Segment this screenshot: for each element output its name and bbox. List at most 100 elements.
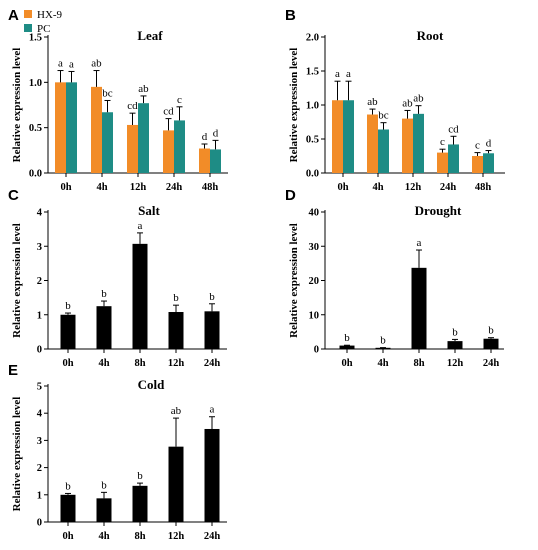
y-tick-label: 2	[37, 463, 42, 474]
chart-panel-e: E Cold Relative expression level 0 1 2 3 4 5 0h b 4…	[8, 362, 227, 542]
bar-value-0h	[60, 494, 76, 522]
bar-hx9-48h	[472, 156, 483, 173]
panel-letter: B	[285, 7, 296, 24]
x-tick-label: 0h	[341, 358, 352, 369]
panel-letter: E	[8, 362, 18, 379]
significance-label: ab	[171, 405, 182, 417]
y-tick-label: 0.5	[306, 135, 319, 146]
bar-hx9-0h	[55, 82, 66, 173]
y-axis-label: Relative expression level	[11, 48, 23, 163]
y-tick-label: 10	[309, 310, 320, 321]
x-tick-label: 12h	[130, 182, 147, 193]
panel-letter: A	[8, 7, 19, 24]
x-tick-label: 0h	[62, 531, 73, 542]
significance-label: c	[440, 136, 445, 148]
significance-label: b	[452, 326, 458, 338]
y-tick-label: 5	[37, 382, 42, 393]
significance-label: b	[488, 325, 494, 337]
significance-label: d	[486, 138, 492, 150]
significance-label: d	[213, 127, 219, 139]
y-tick-label: 1.5	[306, 67, 319, 78]
significance-label: b	[137, 470, 143, 482]
bar-value-8h	[411, 267, 427, 349]
x-tick-label: 48h	[202, 182, 219, 193]
bar-pc-4h	[102, 112, 113, 173]
significance-label: b	[344, 332, 350, 344]
x-tick-label: 24h	[204, 531, 221, 542]
significance-label: a	[69, 58, 74, 70]
bar-hx9-12h	[127, 124, 138, 173]
x-tick-label: 4h	[96, 182, 107, 193]
chart-title: Cold	[138, 377, 166, 392]
bar-pc-48h	[210, 149, 221, 173]
chart-panel-d: D Drought Relative expression level 0 10 20 30…	[285, 187, 504, 369]
significance-label: d	[202, 131, 208, 143]
bar-hx9-48h	[199, 148, 210, 173]
y-axis-label: Relative expression level	[11, 223, 23, 338]
panel-letter: D	[285, 187, 296, 204]
legend-swatch	[24, 24, 32, 32]
y-tick-label: 2.0	[306, 33, 319, 44]
y-tick-label: 4	[37, 208, 43, 219]
bar-value-4h	[96, 306, 112, 349]
significance-label: b	[173, 292, 179, 304]
y-tick-label: 0.5	[29, 123, 42, 134]
legend: HX-9 PC	[24, 9, 63, 35]
significance-label: a	[335, 68, 340, 80]
chart-title: Leaf	[137, 28, 163, 43]
y-axis-label: Relative expression level	[11, 397, 23, 512]
x-tick-label: 24h	[440, 182, 457, 193]
legend-label: HX-9	[37, 9, 63, 21]
x-tick-label: 8h	[413, 358, 424, 369]
significance-label: a	[58, 58, 63, 70]
chart-title: Root	[417, 28, 444, 43]
y-tick-label: 1	[37, 310, 42, 321]
bar-value-12h	[168, 312, 184, 349]
y-tick-label: 0	[37, 518, 42, 529]
legend-label: PC	[37, 23, 50, 35]
significance-label: ab	[402, 97, 413, 109]
bar-hx9-4h	[367, 114, 378, 173]
significance-label: cd	[163, 106, 174, 118]
significance-label: ab	[91, 58, 102, 70]
bar-hx9-12h	[402, 118, 413, 173]
significance-label: c	[177, 94, 182, 106]
x-tick-label: 12h	[168, 358, 185, 369]
y-tick-label: 1.5	[29, 33, 42, 44]
significance-label: cd	[448, 123, 459, 135]
y-tick-label: 0	[37, 345, 42, 356]
bar-value-12h	[168, 446, 184, 522]
significance-label: a	[210, 404, 215, 416]
bar-value-24h	[204, 428, 220, 522]
bar-hx9-4h	[91, 86, 102, 173]
y-tick-label: 30	[309, 242, 320, 253]
x-tick-label: 4h	[98, 531, 109, 542]
x-tick-label: 4h	[98, 358, 109, 369]
bar-value-4h	[96, 498, 112, 522]
bar-pc-0h	[343, 100, 354, 173]
significance-label: a	[138, 220, 143, 232]
significance-label: ab	[367, 96, 378, 108]
bar-pc-24h	[174, 120, 185, 173]
significance-label: cd	[127, 100, 138, 112]
y-tick-label: 1	[37, 490, 42, 501]
x-tick-label: 0h	[60, 182, 71, 193]
y-axis-label: Relative expression level	[288, 223, 300, 338]
bar-hx9-24h	[163, 130, 174, 173]
y-tick-label: 0.0	[29, 169, 42, 180]
y-tick-label: 40	[309, 208, 320, 219]
y-tick-label: 2	[37, 276, 42, 287]
bar-pc-4h	[378, 129, 389, 173]
significance-label: ab	[138, 83, 149, 95]
y-tick-label: 0	[314, 345, 319, 356]
y-tick-label: 1.0	[29, 78, 42, 89]
significance-label: b	[101, 288, 107, 300]
bar-value-24h	[483, 338, 499, 349]
bar-pc-0h	[66, 82, 77, 173]
significance-label: b	[209, 291, 215, 303]
chart-panel-b: B Root Relative expression level 0.0 0.5 1.0 1…	[285, 7, 505, 193]
x-tick-label: 12h	[405, 182, 422, 193]
significance-label: b	[65, 480, 71, 492]
bar-value-0h	[60, 314, 76, 349]
